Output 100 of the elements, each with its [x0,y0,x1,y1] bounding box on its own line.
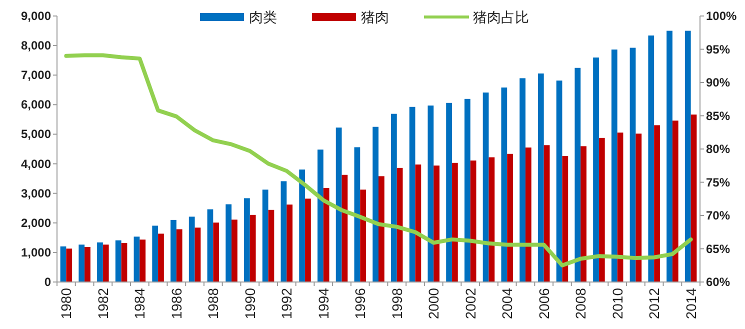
bar [176,229,182,282]
x-tick-label: 1980 [58,288,74,320]
bar [648,36,654,282]
y2-tick-label: 80% [706,142,730,156]
x-tick-label: 2010 [609,288,626,320]
bar [299,170,306,282]
bar [690,114,697,282]
bar [66,248,72,282]
bar [280,181,287,282]
bar [598,138,605,282]
y2-tick-label: 100% [706,9,738,23]
y2-tick-label: 90% [706,76,730,90]
y-tick-label: 7,000 [20,68,52,82]
x-tick-label: 1994 [315,288,332,320]
x-tick-label: 1988 [205,288,222,320]
x-tick-label: 2014 [682,288,699,320]
bar [507,154,513,282]
bar [134,236,140,282]
x-tick-label: 1990 [242,288,258,320]
x-tick-label: 1984 [132,288,148,320]
bar [378,176,384,282]
bar [482,92,489,282]
y-tick-label: 0 [44,275,52,289]
bar [194,228,201,282]
bar [617,132,624,282]
bar [562,156,568,282]
y-tick-label: 8,000 [20,38,52,53]
bar [97,242,103,282]
bar [452,162,458,282]
bar [188,216,195,282]
bar [464,98,470,282]
bar [611,50,618,282]
y2-tick-label: 60% [706,275,730,289]
bar [78,244,85,282]
bar [666,30,672,282]
bar [102,244,109,282]
bar [268,210,274,282]
bar [318,150,324,282]
bar [336,128,342,282]
y2-tick-label: 70% [706,208,730,222]
bar [60,246,66,282]
x-tick-label: 1992 [278,288,295,320]
bar [446,102,452,282]
legend-label: 猪肉占比 [473,9,529,25]
bar [250,214,256,282]
bar [323,188,330,282]
y-tick-label: 5,000 [20,127,52,142]
bar [121,242,128,282]
bar [244,198,250,282]
x-tick-label: 2006 [536,288,552,320]
bar [428,106,434,282]
bar [409,106,416,282]
x-tick-label: 2004 [499,288,516,320]
x-tick-label: 2002 [462,288,478,320]
y-tick-label: 9,000 [20,9,52,23]
x-tick-label: 2008 [572,288,589,320]
legend-label: 猪肉 [361,9,389,25]
bar [140,240,146,282]
bar [115,240,122,282]
bar [213,222,220,282]
line-series [64,53,693,268]
y2-tick-label: 65% [706,242,730,256]
bar [525,148,532,282]
bar [232,220,238,282]
x-tick-label: 1986 [168,288,184,320]
bar [538,73,544,282]
y2-tick-label: 95% [706,42,730,56]
bar [396,168,403,282]
bar [226,204,232,282]
y-tick-label: 3,000 [20,186,52,200]
bar [415,164,422,282]
bar [84,246,90,282]
y-tick-label: 2,000 [20,216,52,230]
bar [501,88,508,282]
legend-label: 肉类 [249,9,277,25]
bar [574,68,581,282]
bar [158,234,164,282]
y-tick-label: 4,000 [20,156,52,171]
bar [684,30,691,282]
bar [360,190,366,282]
bar [593,58,599,282]
bar [654,125,660,282]
bar [636,134,642,282]
bar [207,209,214,282]
bar [286,204,293,282]
x-tick-label: 2012 [646,288,662,320]
bar [152,226,158,282]
y-tick-label: 6,000 [20,98,52,112]
bar [556,80,562,282]
x-tick-label: 1998 [388,288,405,320]
x-tick-label: 1996 [352,288,368,320]
bar [488,157,495,282]
bar [470,160,476,282]
bar [520,78,526,282]
x-tick-label: 1982 [94,288,111,320]
y2-tick-label: 85% [706,108,730,123]
bar [390,114,397,282]
y2-tick-label: 75% [706,175,730,190]
y-tick-label: 1,000 [20,245,52,260]
bar [580,146,586,282]
